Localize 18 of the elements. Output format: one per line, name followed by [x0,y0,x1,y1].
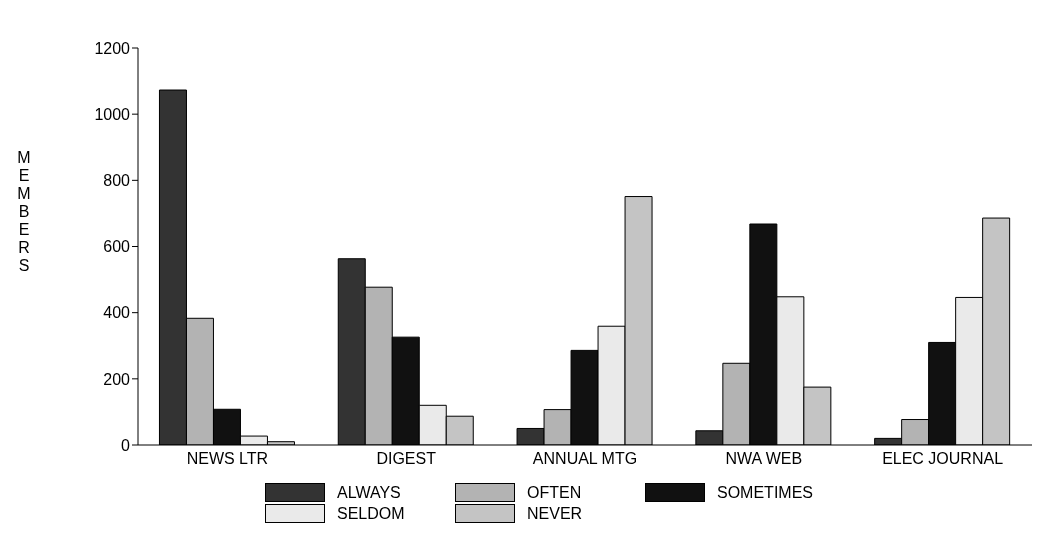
y-axis-title: MEMBERS [17,148,31,274]
legend-label: OFTEN [527,483,582,502]
y-tick-label: 400 [103,304,131,322]
y-tick-label: 200 [103,370,131,388]
x-tick-label: DIGEST [376,450,437,468]
y-tick-label: 600 [103,238,131,256]
y-tick-label: 800 [103,172,131,190]
legend-label: SELDOM [337,504,405,523]
legend-label: ALWAYS [337,483,401,502]
y-tick-label: 1200 [94,39,131,57]
y-tick-label: 0 [121,436,131,454]
x-tick-label: ANNUAL MTG [532,450,638,468]
legend-label: NEVER [527,504,583,523]
legend-label: SOMETIMES [717,483,814,502]
x-tick-label: NWA WEB [725,450,803,468]
x-tick-label: ELEC JOURNAL [882,450,1004,468]
y-tick-label: 1000 [94,105,131,123]
x-tick-label: NEWS LTR [186,450,269,468]
